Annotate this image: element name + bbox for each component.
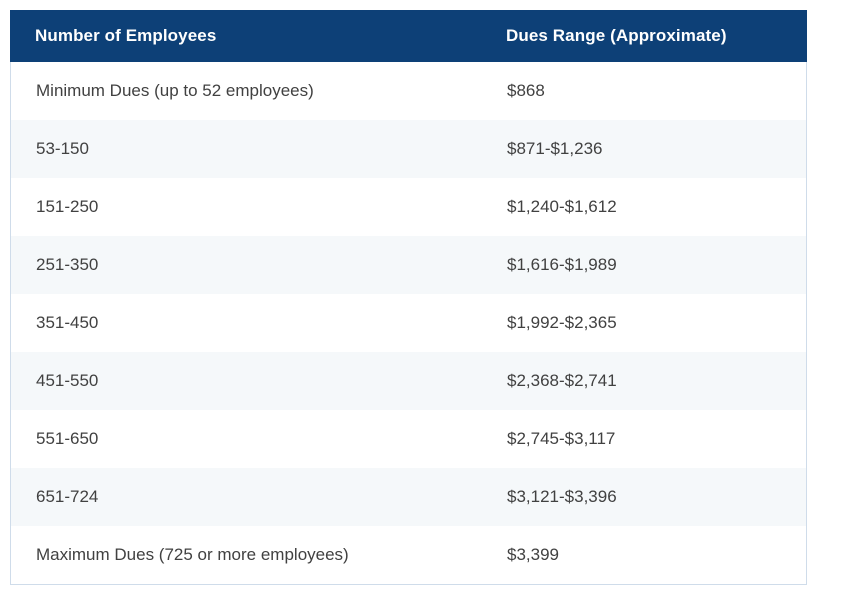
table-body: Minimum Dues (up to 52 employees) $868 5… [10,62,807,585]
cell-dues: $868 [482,81,806,101]
cell-dues: $871-$1,236 [482,139,806,159]
table-row: 351-450 $1,992-$2,365 [11,294,806,352]
table-row: 551-650 $2,745-$3,117 [11,410,806,468]
dues-table: Number of Employees Dues Range (Approxim… [10,10,807,585]
table-row: Maximum Dues (725 or more employees) $3,… [11,526,806,584]
cell-employees: 351-450 [11,313,482,333]
table-row: 651-724 $3,121-$3,396 [11,468,806,526]
table-row: Minimum Dues (up to 52 employees) $868 [11,62,806,120]
cell-dues: $3,121-$3,396 [482,487,806,507]
cell-dues: $1,616-$1,989 [482,255,806,275]
table-row: 451-550 $2,368-$2,741 [11,352,806,410]
table-row: 251-350 $1,616-$1,989 [11,236,806,294]
cell-employees: Minimum Dues (up to 52 employees) [11,81,482,101]
table-row: 53-150 $871-$1,236 [11,120,806,178]
column-header-employees: Number of Employees [10,26,481,46]
cell-employees: 551-650 [11,429,482,449]
cell-employees: 151-250 [11,197,482,217]
column-header-dues-range: Dues Range (Approximate) [481,26,807,46]
table-row: 151-250 $1,240-$1,612 [11,178,806,236]
cell-employees: 53-150 [11,139,482,159]
cell-employees: 451-550 [11,371,482,391]
page: Number of Employees Dues Range (Approxim… [0,0,844,596]
cell-employees: 651-724 [11,487,482,507]
cell-dues: $2,368-$2,741 [482,371,806,391]
cell-dues: $1,992-$2,365 [482,313,806,333]
table-header-row: Number of Employees Dues Range (Approxim… [10,10,807,62]
cell-dues: $1,240-$1,612 [482,197,806,217]
cell-dues: $2,745-$3,117 [482,429,806,449]
cell-dues: $3,399 [482,545,806,565]
cell-employees: 251-350 [11,255,482,275]
cell-employees: Maximum Dues (725 or more employees) [11,545,482,565]
